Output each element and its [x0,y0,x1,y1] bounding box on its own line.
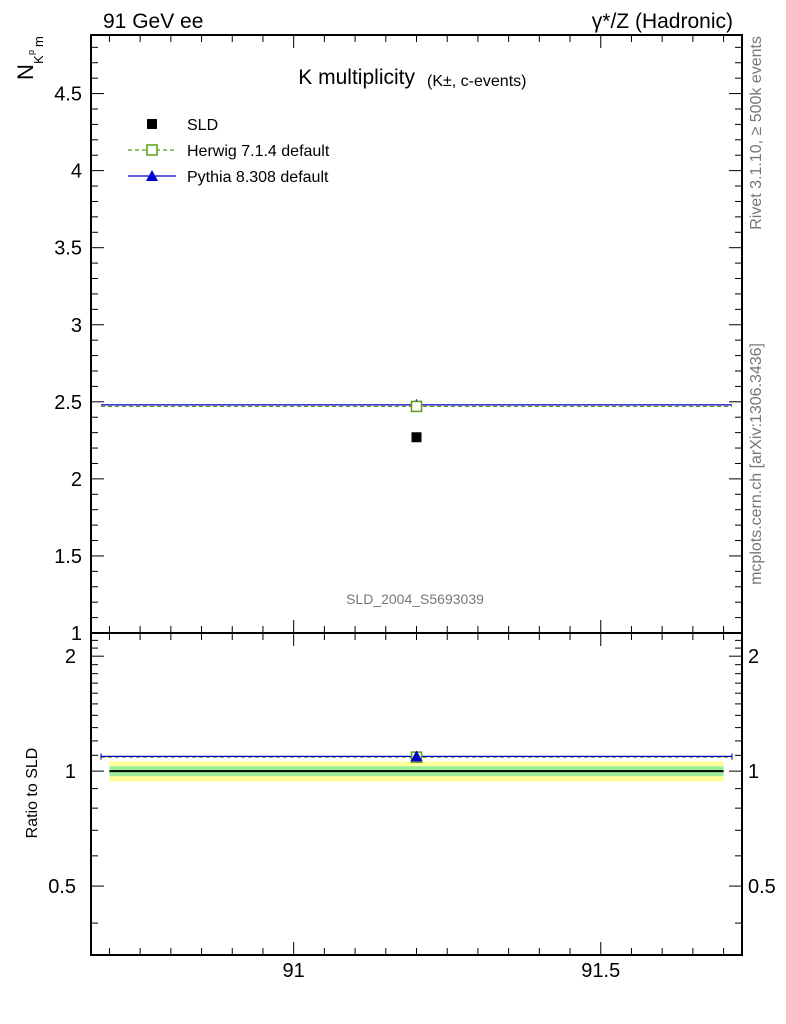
main-y-tick-label: 4 [71,161,82,183]
legend: SLD Herwig 7.1.4 default Pythia 8.308 de… [128,117,330,186]
ratio-y-tick-label: 1 [65,761,76,783]
main-y-tick-label: 1 [71,623,82,645]
main-y-tick-label: 2 [71,469,82,491]
process-label: γ*/Z (Hadronic) [592,10,733,33]
ratio-y-tick-label-right: 1 [748,761,759,783]
main-y-tick-label: 2.5 [54,392,82,414]
legend-item-pythia: Pythia 8.308 default [128,169,329,186]
main-point-herwig [410,400,423,413]
ratio-series [100,750,733,763]
ratio-y-axis-label: Ratio to SLD [24,748,41,839]
main-y-tick-label: 1.5 [54,546,82,568]
mcplots-label: mcplots.cern.ch [arXiv:1306.3436] [748,343,765,585]
ratio-y-tick-label-right: 2 [748,646,759,668]
legend-marker-sld [147,119,157,129]
x-ticks: 91 91.5 [108,35,725,982]
main-y-ticks: 1 1.5 2 2.5 3 3.5 4 4.5 [54,46,742,645]
main-y-axis-label: N K p m [13,36,46,80]
ratio-bands [109,761,724,782]
x-tick-label: 91 [283,960,305,982]
plot-title-note: (K±, c-events) [427,73,526,90]
rivet-label: Rivet 3.1.10, ≥ 500k events [748,36,765,230]
main-panel: K multiplicity (K±, c-events) SLD_2004_S… [54,34,743,645]
legend-marker-pythia [146,170,158,181]
main-series [101,398,732,443]
legend-item-herwig: Herwig 7.1.4 default [128,143,330,160]
legend-item-sld: SLD [147,117,218,134]
svg-text:m: m [31,36,46,47]
ratio-y-tick-label-right: 0.5 [748,876,776,898]
energy-label: 91 GeV ee [103,10,203,33]
svg-text:N: N [13,64,38,80]
main-y-tick-label: 4.5 [54,84,82,106]
ratio-frame [90,632,743,956]
ratio-panel: 0.5 0.51 12 2 91 91.5 [48,35,776,982]
legend-marker-herwig [146,144,158,156]
analysis-watermark: SLD_2004_S5693039 [346,591,484,607]
ratio-y-ticks: 0.5 0.5 1 1 2 2 [48,639,776,924]
legend-label-pythia: Pythia 8.308 default [187,169,329,186]
main-y-tick-label: 3.5 [54,238,82,260]
ratio-y-tick-label: 2 [65,646,76,668]
svg-text:K: K [31,55,46,64]
x-tick-label: 91.5 [581,960,620,982]
legend-label-sld: SLD [187,117,218,134]
ratio-y-tick-label: 0.5 [48,876,76,898]
svg-text:p: p [26,50,36,55]
main-y-tick-label: 3 [71,315,82,337]
legend-label-herwig: Herwig 7.1.4 default [187,143,330,160]
main-point-sld [411,432,422,443]
plot-title: K multiplicity [298,66,415,89]
ratio-point-pythia [410,750,423,762]
